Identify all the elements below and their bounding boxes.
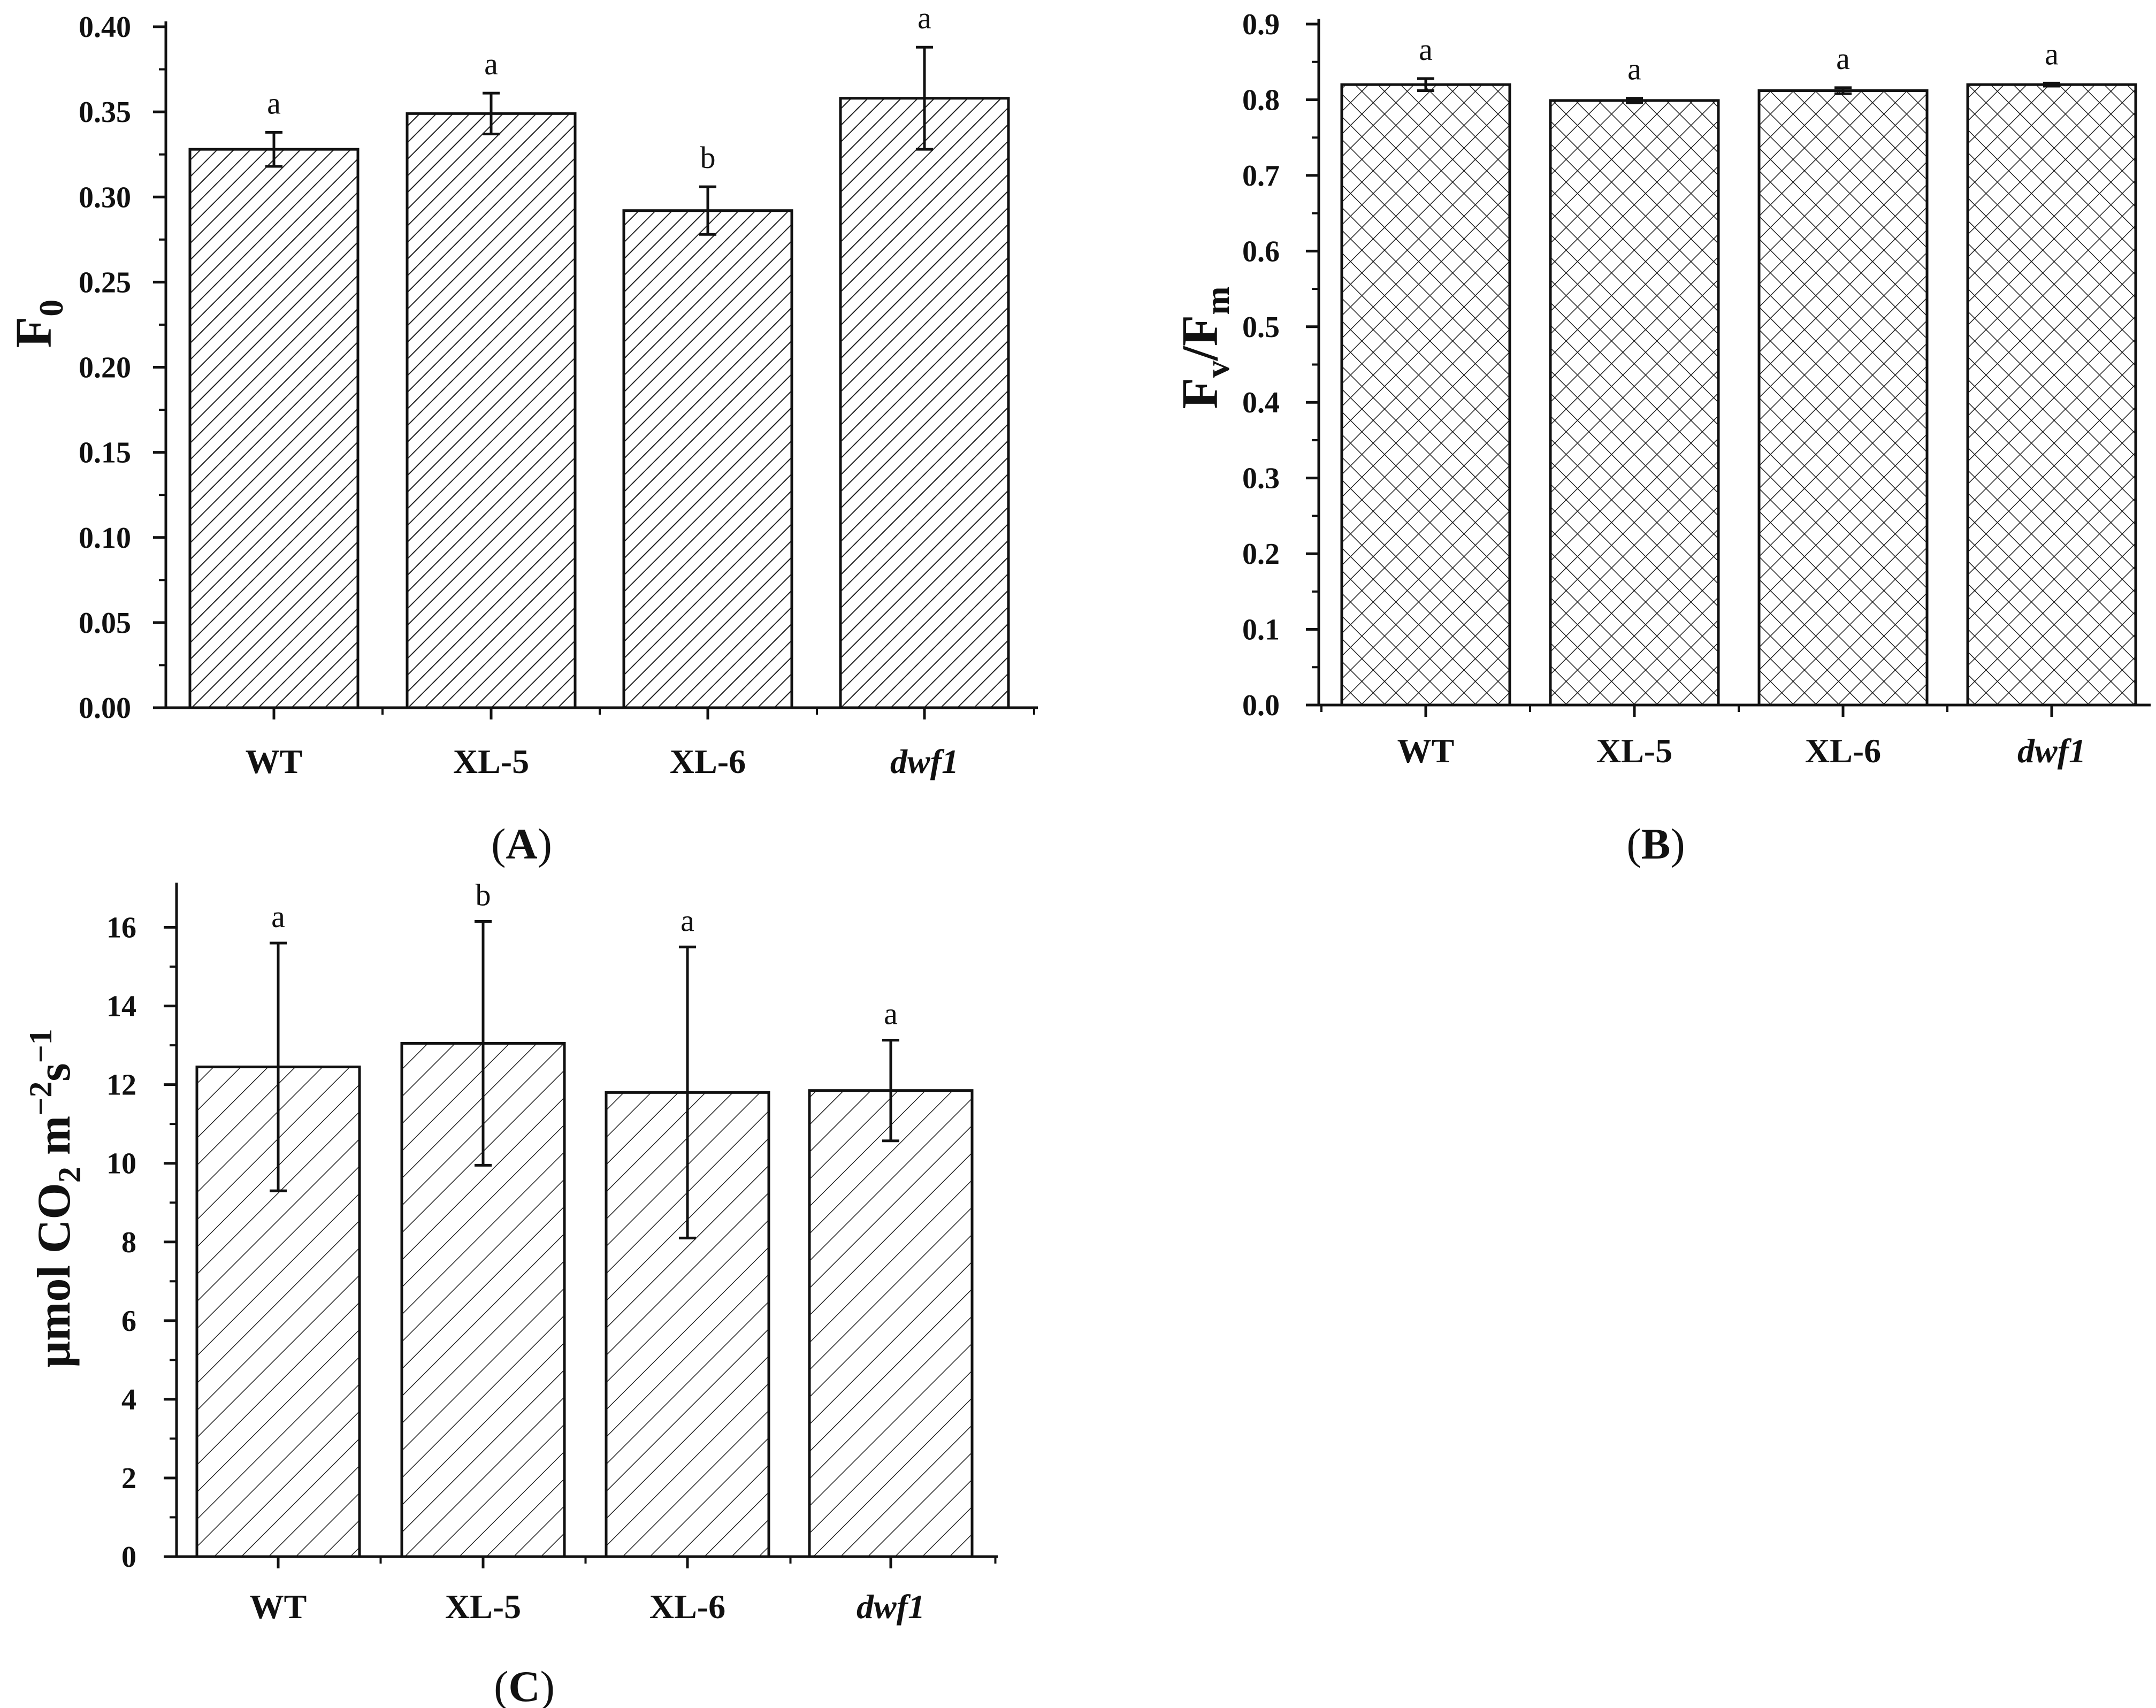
y-tick-label-b: 0.4 <box>1242 386 1280 419</box>
significance-letter-a: a <box>484 47 498 81</box>
significance-letter-c: a <box>681 903 694 938</box>
y-tick-label-a: 0.10 <box>79 522 131 555</box>
panel-label-c-letter: C <box>508 1662 540 1708</box>
panel-label-c: (C) <box>494 1662 555 1708</box>
significance-letter-b: a <box>1627 52 1641 87</box>
panel-label-a-letter: A <box>506 819 537 868</box>
x-category-label-c: XL-5 <box>445 1588 521 1626</box>
chart-panel-b: Fv/Fm (B) 0.0 0.1 0.2 0.3 0.4 0.5 0.6 0.7 0.8 0.9… <box>1171 8 2151 868</box>
x-category-label-c: WT <box>250 1588 307 1626</box>
x-category-label-a: dwf1 <box>890 742 959 780</box>
y-tick-label-a: 0.15 <box>79 436 131 470</box>
bar-c-dwf1 <box>808 1089 974 1558</box>
svg-text:F0: F0 <box>5 300 70 348</box>
y-axis-title-c-m: m <box>28 1116 80 1167</box>
significance-letter-a: a <box>918 1 931 35</box>
y-tick-label-b: 0.2 <box>1242 538 1280 571</box>
x-category-label-b: WT <box>1397 732 1455 770</box>
y-tick-label-a: 0.30 <box>79 181 131 214</box>
y-tick-label-b: 0.1 <box>1242 614 1280 647</box>
y-tick-label-c: 2 <box>121 1462 136 1495</box>
bar-b-wt <box>1340 83 1511 707</box>
y-axis-title-c-sup2: −1 <box>23 1029 58 1063</box>
y-tick-label-b: 0.7 <box>1242 159 1280 193</box>
bar-a-dwf1 <box>839 97 1010 709</box>
significance-letter-c: a <box>884 997 898 1031</box>
y-axis-title-b: Fv/Fm <box>1171 286 1236 409</box>
significance-letter-a: a <box>267 86 281 120</box>
svg-text:μmol CO2 m−2s−1: μmol CO2 m−2s−1 <box>23 1029 87 1368</box>
y-tick-label-b: 0.8 <box>1242 83 1280 117</box>
y-axis-title-c-s: s <box>28 1063 80 1081</box>
x-category-label-c: dwf1 <box>857 1588 925 1626</box>
y-tick-label-a: 0.25 <box>79 266 131 299</box>
significance-letter-b: a <box>2045 36 2059 71</box>
x-category-label-b: dwf1 <box>2017 732 2086 770</box>
significance-letter-c: b <box>476 878 491 913</box>
significance-letter-c: a <box>271 899 285 934</box>
x-category-label-a: WT <box>246 742 303 780</box>
bar-b-dwf1 <box>1966 83 2137 707</box>
y-tick-label-c: 0 <box>121 1541 136 1574</box>
y-tick-label-c: 10 <box>106 1147 136 1181</box>
y-axis-title-c-sup1: −2 <box>23 1082 58 1116</box>
y-tick-label-b: 0.9 <box>1242 8 1280 41</box>
chart-panel-a: F0 (A) 0.00 0.05 0.10 0.15 0.20 0.25 0.30 0.35 0… <box>5 1 1038 868</box>
x-category-label-b: XL-5 <box>1596 732 1672 770</box>
bar-b-xl-5 <box>1549 99 1720 707</box>
svg-text:Fv/Fm: Fv/Fm <box>1171 286 1236 409</box>
y-axis-title-c-a: μmol CO <box>28 1183 80 1368</box>
y-tick-label-b: 0.3 <box>1242 462 1280 495</box>
y-axis-title-a: F0 <box>5 300 70 348</box>
x-category-label-a: XL-6 <box>670 742 746 780</box>
y-tick-label-b: 0.0 <box>1242 689 1280 722</box>
y-axis-title-b-f2: /F <box>1171 315 1228 361</box>
significance-letter-a: b <box>700 140 716 175</box>
y-tick-label-c: 4 <box>121 1383 136 1416</box>
y-tick-label-c: 16 <box>106 912 136 945</box>
y-axis-title-b-sub1: v <box>1198 361 1236 378</box>
x-category-label-a: XL-5 <box>453 742 529 780</box>
y-tick-label-a: 0.40 <box>79 11 131 44</box>
y-tick-label-c: 8 <box>121 1226 136 1259</box>
y-tick-label-a: 0.00 <box>79 692 131 725</box>
panel-label-b: (B) <box>1626 819 1685 868</box>
bar-a-xl-5 <box>406 112 577 709</box>
significance-letter-b: a <box>1836 41 1850 76</box>
y-tick-label-b: 0.5 <box>1242 311 1280 344</box>
panel-label-a: (A) <box>491 819 552 868</box>
y-tick-label-b: 0.6 <box>1242 235 1280 268</box>
y-tick-label-c: 6 <box>121 1305 136 1338</box>
bar-a-xl-6 <box>622 209 793 709</box>
y-tick-label-a: 0.20 <box>79 351 131 385</box>
y-tick-label-a: 0.05 <box>79 607 131 640</box>
y-axis-title-a-base: F <box>5 317 62 348</box>
x-category-label-b: XL-6 <box>1805 732 1881 770</box>
y-axis-title-b-f1: F <box>1171 378 1228 409</box>
significance-letter-b: a <box>1419 32 1433 67</box>
y-axis-title-a-sub: 0 <box>32 300 70 317</box>
panel-label-b-letter: B <box>1641 819 1671 868</box>
y-tick-label-c: 12 <box>106 1069 136 1102</box>
bar-b-xl-6 <box>1757 89 1929 707</box>
bar-a-wt <box>188 148 360 709</box>
y-axis-title-c-sub: 2 <box>52 1167 87 1183</box>
y-axis-title-b-sub2: m <box>1198 286 1236 315</box>
y-axis-title-c: μmol CO2 m−2s−1 <box>23 1029 87 1368</box>
y-tick-label-c: 14 <box>106 990 136 1023</box>
y-tick-label-a: 0.35 <box>79 96 131 129</box>
x-category-label-c: XL-6 <box>649 1588 725 1626</box>
